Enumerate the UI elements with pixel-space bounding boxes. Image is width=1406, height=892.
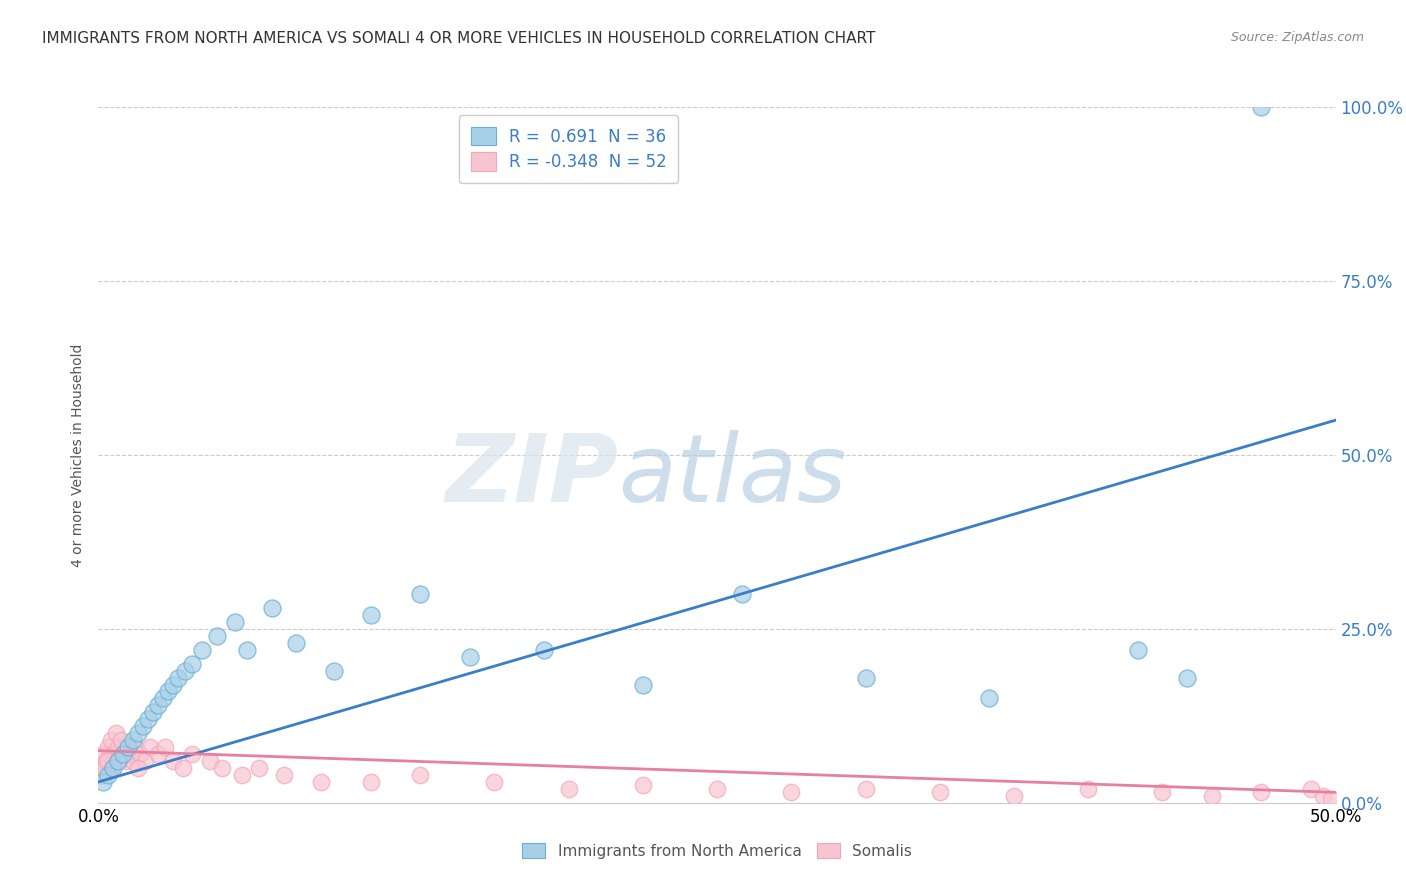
Point [142,706,165,720]
Point [139,740,162,755]
Point [107,740,129,755]
Point [322,664,344,678]
Point [162,754,184,768]
Point [103,761,125,775]
Point [409,768,432,782]
Point [97,740,120,755]
Point [1250,100,1272,114]
Point [93,761,115,775]
Point [100,733,122,747]
Legend: Immigrants from North America, Somalis: Immigrants from North America, Somalis [516,837,918,864]
Point [117,740,139,755]
Point [231,768,253,782]
Point [104,726,127,740]
Point [174,664,197,678]
Point [127,726,149,740]
Point [706,781,728,796]
Point [162,677,184,691]
Point [1312,789,1334,803]
Point [93,775,115,789]
Point [124,740,146,755]
Point [273,768,295,782]
Point [122,733,145,747]
Point [110,733,132,747]
Point [1319,792,1341,806]
Point [146,747,169,761]
Point [211,761,233,775]
Point [105,754,128,768]
Point [166,671,188,685]
Point [97,768,120,782]
Point [152,691,174,706]
Point [136,712,159,726]
Point [458,649,481,664]
Point [855,671,877,685]
Point [1299,781,1322,796]
Point [101,761,124,775]
Point [90,761,112,775]
Point [855,781,877,796]
Point [224,615,246,629]
Text: ZIP: ZIP [446,430,619,522]
Point [1077,781,1099,796]
Y-axis label: 4 or more Vehicles in Household: 4 or more Vehicles in Household [72,343,86,566]
Point [360,775,382,789]
Point [146,698,169,713]
Point [181,747,204,761]
Point [103,747,125,761]
Point [260,601,283,615]
Point [1250,785,1272,799]
Point [96,754,118,768]
Point [557,781,579,796]
Point [731,587,754,601]
Point [132,719,155,733]
Point [780,785,803,799]
Point [631,778,654,792]
Point [127,761,149,775]
Point [1002,789,1025,803]
Point [1175,671,1198,685]
Point [236,642,259,657]
Point [122,754,145,768]
Point [979,691,1001,706]
Point [129,747,152,761]
Point [409,587,432,601]
Point [484,775,506,789]
Point [205,629,228,643]
Point [107,754,129,768]
Text: IMMIGRANTS FROM NORTH AMERICA VS SOMALI 4 OR MORE VEHICLES IN HOUSEHOLD CORRELAT: IMMIGRANTS FROM NORTH AMERICA VS SOMALI … [42,31,876,46]
Point [285,636,308,650]
Point [117,740,139,755]
Point [156,684,179,698]
Point [1201,789,1223,803]
Point [112,747,135,761]
Point [155,740,177,755]
Text: Source: ZipAtlas.com: Source: ZipAtlas.com [1230,31,1364,45]
Point [631,677,654,691]
Point [309,775,332,789]
Point [360,607,382,622]
Text: atlas: atlas [619,430,846,521]
Point [114,754,136,768]
Point [928,785,950,799]
Point [91,768,114,782]
Point [134,754,156,768]
Point [191,642,214,657]
Point [181,657,204,671]
Point [533,642,555,657]
Point [112,747,135,761]
Point [120,747,142,761]
Point [172,761,194,775]
Point [198,754,221,768]
Point [1152,785,1174,799]
Point [1126,642,1149,657]
Point [93,747,115,761]
Point [247,761,270,775]
Point [94,754,117,768]
